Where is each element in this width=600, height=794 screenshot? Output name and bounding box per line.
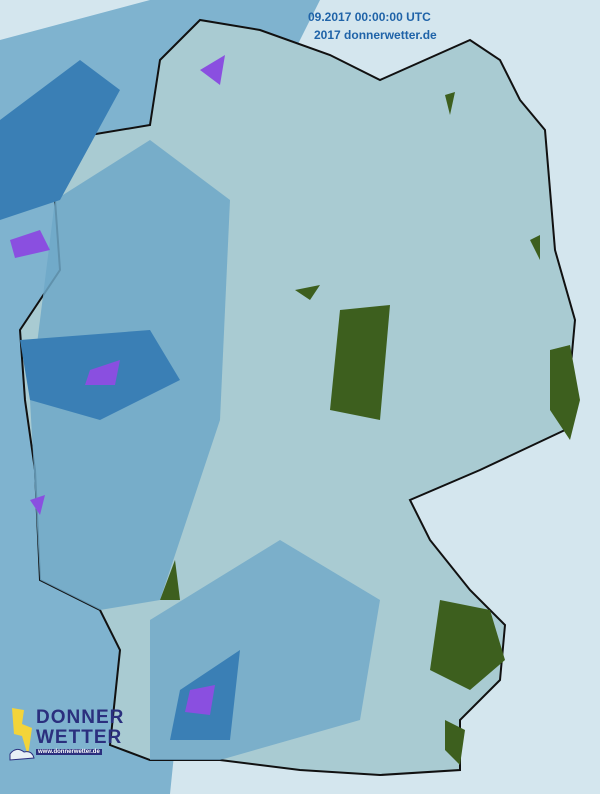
logo-line1: DONNER — [36, 707, 125, 728]
logo-line2: WETTER — [36, 727, 123, 748]
logo-url: www.donnerwetter.de — [36, 749, 102, 755]
timestamp-label: 09.2017 00:00:00 UTC — [308, 10, 431, 24]
copyright-label: 2017 donnerwetter.de — [314, 28, 437, 42]
donnerwetter-logo: DONNER WETTER www.donnerwetter.de — [8, 706, 123, 764]
heavy-precip-cells — [0, 60, 240, 740]
lightning-cloud-icon — [9, 708, 35, 761]
